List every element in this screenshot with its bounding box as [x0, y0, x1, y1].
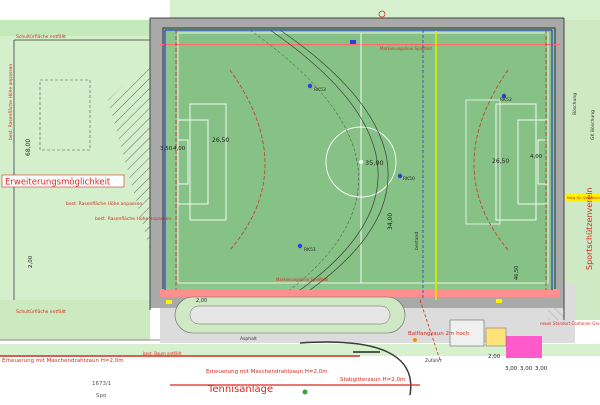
blue-flag: [350, 40, 356, 44]
sports-club-label: Sportschützenverein: [585, 188, 594, 271]
way-label: Weg für Sportschützen: [567, 195, 600, 200]
yellow-tag: [166, 300, 172, 304]
pink-building: [506, 336, 542, 358]
slope-label: Böschung: [572, 93, 578, 115]
dim-goal-left: 4,00: [173, 146, 186, 152]
dim-expansion-length: 68,00: [25, 139, 32, 156]
point-marker: [307, 83, 313, 89]
expansion-label: Erweiterungsmöglichkeit: [5, 178, 111, 188]
dim-goal-right: 4,00: [530, 154, 543, 160]
dim-field-width: 35,00: [365, 159, 384, 167]
point-marker: [397, 173, 403, 179]
building-right: [485, 327, 507, 347]
dim-penalty-left: 26,50: [212, 137, 229, 144]
dim-field-half: 34,00: [387, 213, 394, 230]
point-label: RK53: [314, 87, 326, 93]
red-dashes: [419, 299, 441, 361]
dimensions: 35,00 34,00 26,50 26,50 4,00 4,00 3,50 2…: [25, 137, 548, 372]
fence-south2-label: Stabgitterzaun H=2,0m: [340, 377, 405, 383]
lawn-height-3: best. Rasenfläche Höhe anpassen: [8, 64, 14, 140]
school-door-1: Schultürfläche entfällt: [16, 34, 66, 40]
point-label: RK52: [500, 97, 512, 103]
ball-fence-label: Ballfangzaun 2m hoch: [408, 331, 470, 337]
pitch-markings: [177, 33, 549, 283]
new-entrance-label: neuer Standort Container Garage: [540, 321, 600, 326]
track-south: [160, 289, 560, 297]
way-box: [566, 193, 600, 201]
tree-removal-label: best. Baum entfällt: [143, 351, 182, 356]
dim-bottom-a: 3,00: [505, 366, 518, 372]
arc-right: [473, 69, 509, 251]
dim-bottom-b: 3,00: [520, 366, 533, 372]
mark-south-label: Markierungslinie Spielfeld: [276, 277, 328, 282]
track-north-line: [160, 44, 560, 46]
survey-points: RK53 RK52 RK51 RK50: [297, 83, 512, 253]
building-box: [449, 319, 485, 347]
point-marker: [297, 243, 303, 249]
lawn-west: [0, 36, 150, 302]
point-label: RK51: [304, 247, 316, 253]
dim-corner-left: 3,50: [160, 146, 173, 152]
running-arc-2: [279, 29, 389, 291]
fence-south-label: Erneuerung mit Maschendrahtzaun H=2,0m: [206, 369, 328, 375]
running-arc-3: [249, 29, 359, 291]
lawn-south: [0, 300, 150, 340]
green-dot: [302, 389, 308, 395]
dim-side-strip: 2,00: [28, 255, 34, 268]
dim-right-width: 46,50: [514, 266, 520, 280]
lawn-south-strip: [0, 344, 600, 356]
parking-inner: [189, 305, 391, 325]
lawn-east: [562, 20, 600, 320]
mark-north-label: Markierungslinie Spielfeld: [380, 46, 432, 51]
track-south-curve: [299, 341, 412, 396]
fence-north-label: Erneuerung mit Maschendrahtzaun H=2,0m: [2, 358, 124, 364]
point-marker: [501, 93, 507, 99]
asphalt-label: Asphalt: [240, 336, 257, 342]
point-label: RK50: [403, 176, 415, 182]
yellow-tag-2: [496, 299, 502, 303]
lawn-height-1: best. Rasenfläche Höhe anpassen: [66, 201, 142, 207]
lawn-nw-strip: [0, 20, 170, 36]
tennis-label: Tennisanlage: [207, 384, 273, 395]
dim-bottom-c: 3,00: [535, 366, 548, 372]
parcel-label: 1673/1: [92, 381, 111, 387]
north-marker: [378, 10, 386, 18]
dim-bottom-d: 2,00: [488, 354, 501, 360]
orange-dot: [413, 338, 417, 342]
arc-left: [229, 69, 266, 251]
lawn-height-2: best. Rasenfläche Höhe anpassen: [95, 216, 171, 222]
gk-slope-label: GK Böschung: [590, 110, 596, 140]
spo-label: Spo: [96, 393, 107, 399]
school-door-2: Schultürfläche entfällt: [16, 309, 66, 315]
expansion-label-box: [1, 174, 125, 188]
existing-label: bestand: [414, 232, 420, 250]
area-tennis: [0, 360, 600, 405]
labels: Erweiterungsmöglichkeit Tennisanlage Ern…: [1, 34, 600, 399]
lawn-north: [170, 0, 600, 22]
dim-penalty-right: 26,50: [492, 158, 509, 165]
running-arc: [269, 29, 379, 291]
hatched-slope: [108, 60, 150, 250]
dashed-box: [39, 79, 91, 151]
entry-label: Zufahrt: [425, 358, 442, 364]
dim-side-strip2: 2,00: [196, 298, 207, 304]
